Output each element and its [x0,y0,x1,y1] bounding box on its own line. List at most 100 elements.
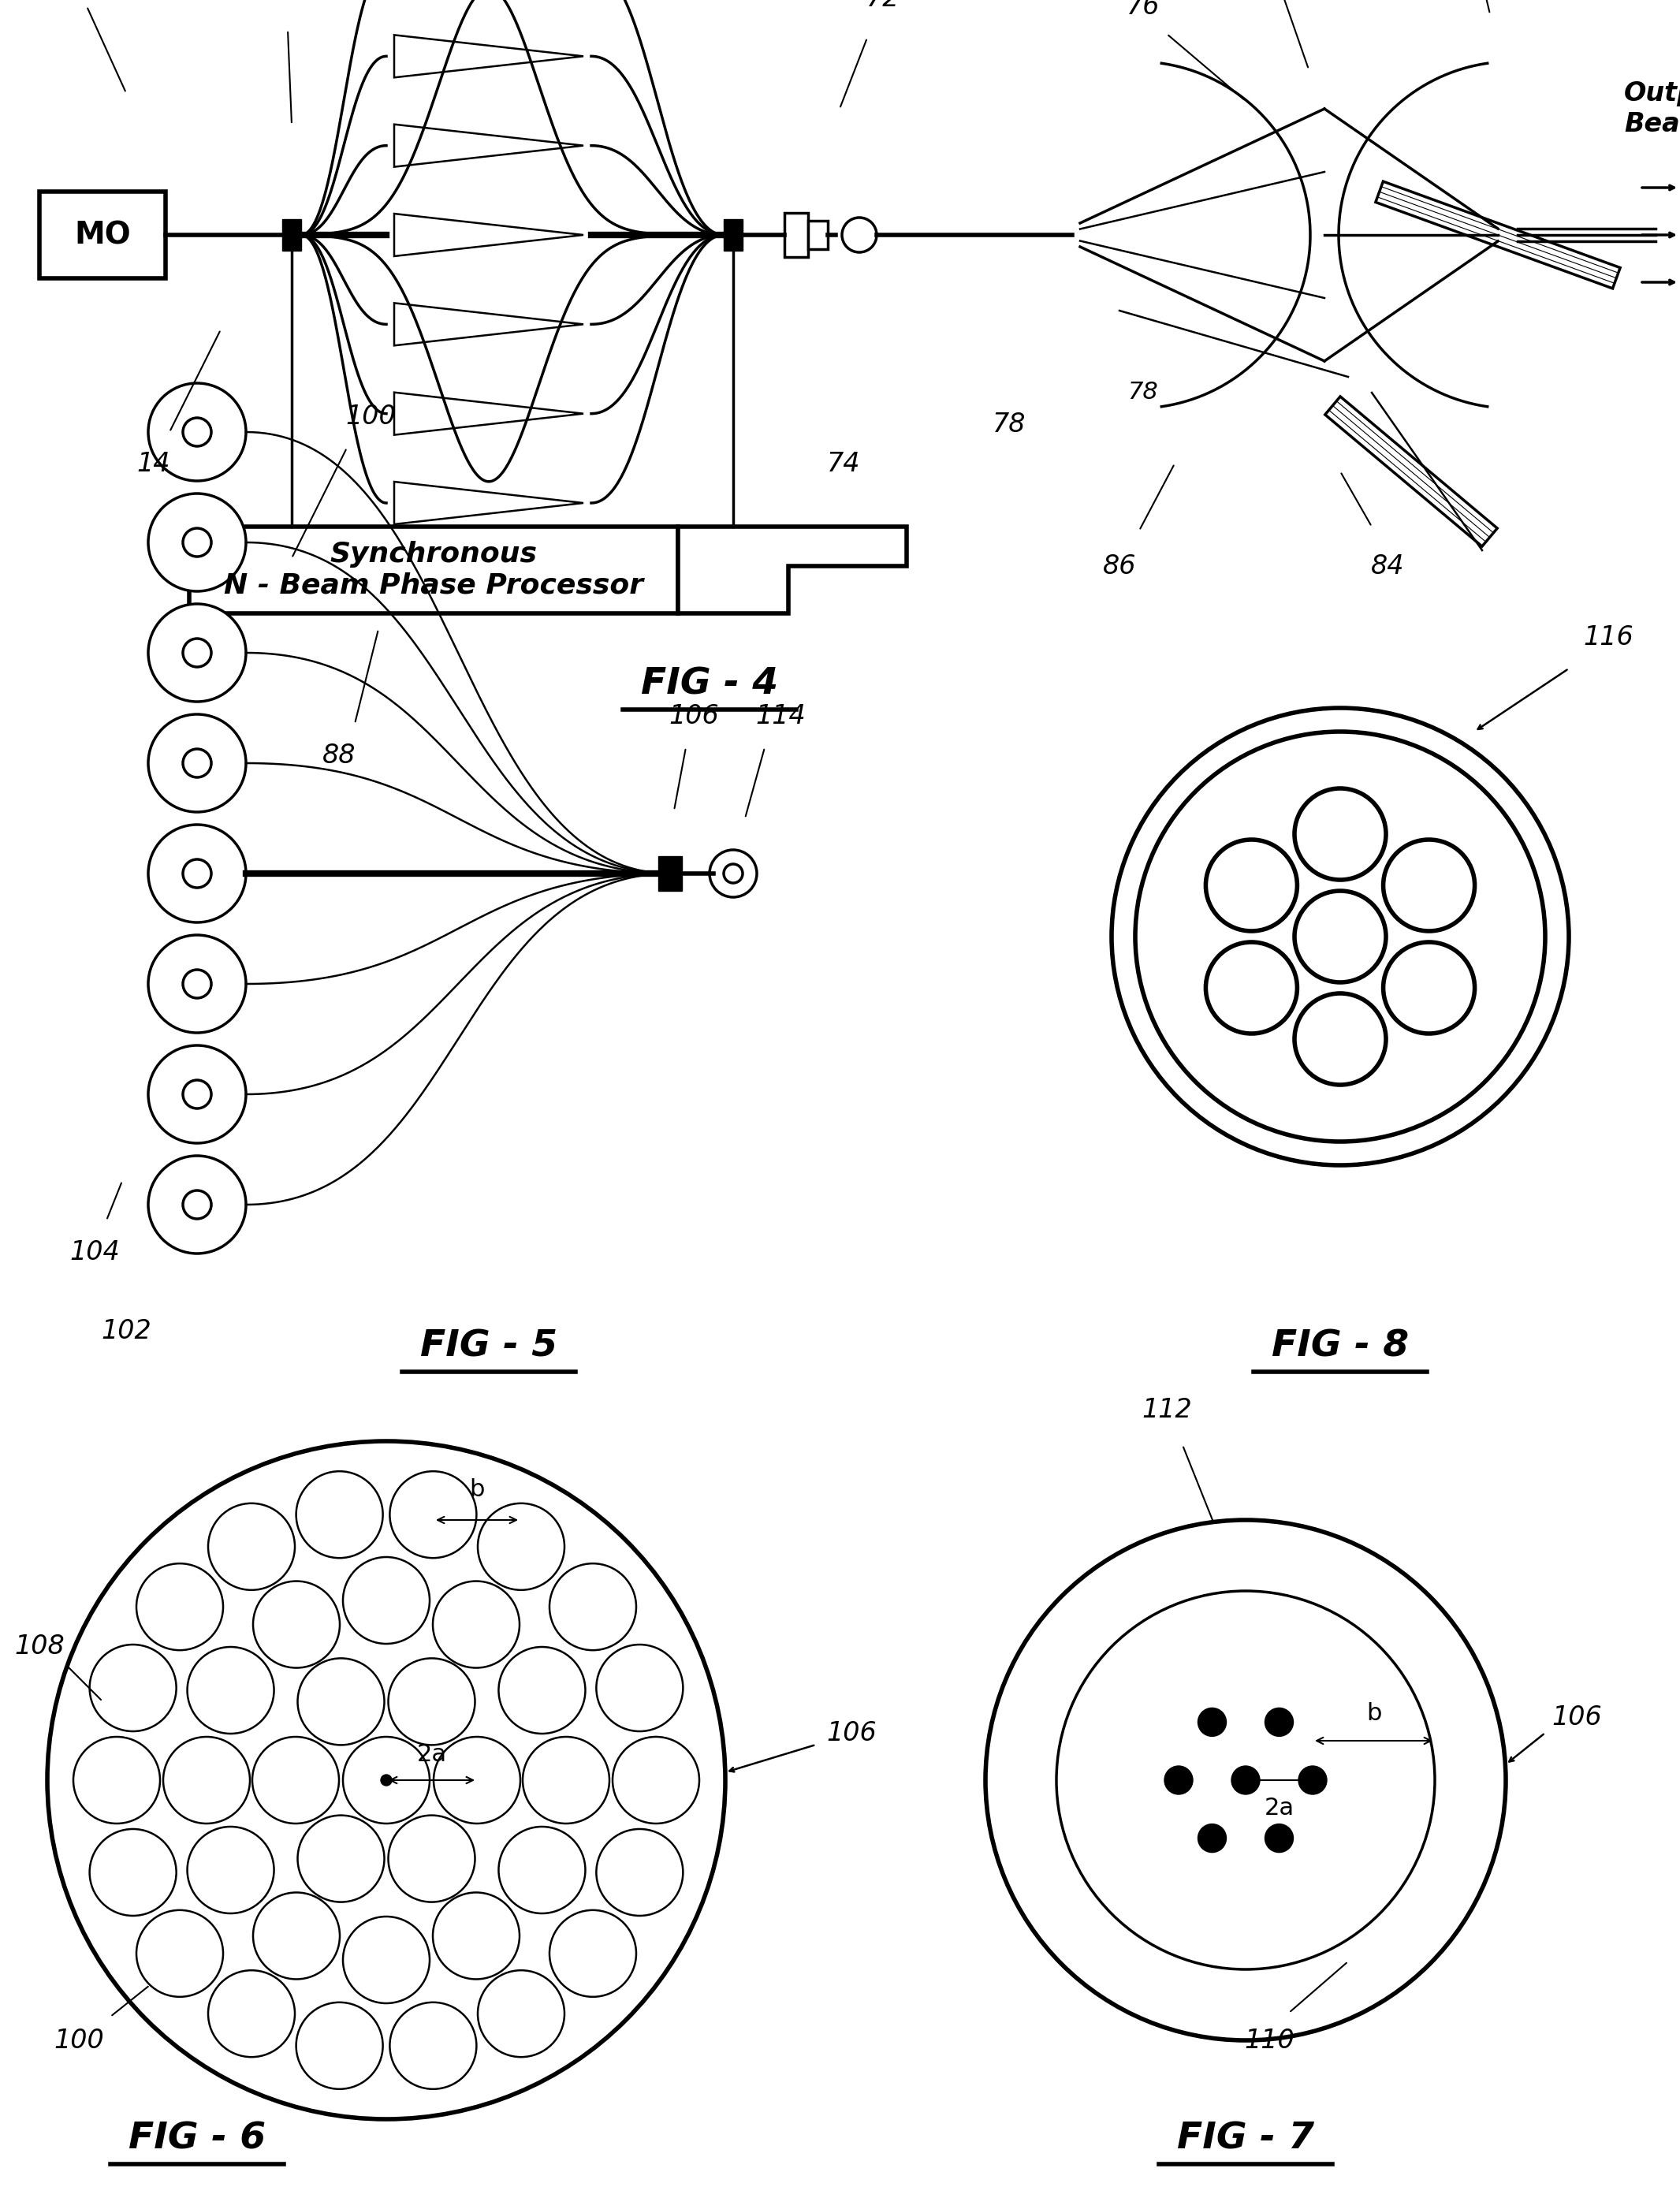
Polygon shape [395,35,583,77]
Bar [39,191,166,279]
Circle shape [208,1503,296,1589]
Text: 88: 88 [323,743,356,769]
Circle shape [136,1563,223,1651]
Circle shape [1164,1765,1193,1794]
Circle shape [596,1829,684,1917]
Circle shape [1206,840,1297,932]
Circle shape [477,1969,564,2057]
Circle shape [148,604,245,701]
Circle shape [433,1892,519,1978]
Circle shape [254,1580,339,1668]
Circle shape [381,1774,391,1785]
Circle shape [183,1191,212,1220]
Polygon shape [395,213,583,257]
Circle shape [549,1910,637,1996]
Text: 78: 78 [1127,380,1159,404]
Text: 102: 102 [101,1319,151,1343]
Circle shape [183,859,212,888]
Text: 14: 14 [138,451,170,477]
Circle shape [1136,732,1546,1141]
Circle shape [183,528,212,556]
Text: Synchronous
N - Beam Phase Processor: Synchronous N - Beam Phase Processor [223,541,643,598]
Text: FIG - 6: FIG - 6 [128,2121,265,2156]
Circle shape [136,1910,223,1996]
Circle shape [1383,943,1475,1033]
Circle shape [1057,1591,1435,1969]
Circle shape [709,851,756,897]
Circle shape [499,1646,585,1734]
Bar [190,528,679,613]
Circle shape [388,1657,475,1745]
Polygon shape [1376,182,1620,288]
Circle shape [433,1580,519,1668]
Text: 72: 72 [867,0,900,11]
Circle shape [148,1156,245,1253]
Circle shape [549,1563,637,1651]
Circle shape [1295,890,1386,983]
Circle shape [89,1644,176,1732]
Bar [808,220,828,248]
Text: FIG - 4: FIG - 4 [640,666,778,701]
Circle shape [1383,840,1475,932]
Text: 112: 112 [1142,1396,1191,1422]
Circle shape [388,1816,475,1901]
Text: 110: 110 [1245,2027,1294,2053]
Text: 2a: 2a [1263,1796,1294,1820]
Text: 108: 108 [15,1633,64,1659]
Circle shape [1295,789,1386,879]
Text: b: b [1366,1701,1381,1725]
Bar [724,220,743,251]
Circle shape [296,1470,383,1558]
Text: 76: 76 [1126,0,1159,20]
Circle shape [252,1736,339,1824]
Circle shape [390,1470,477,1558]
Circle shape [183,969,212,998]
Circle shape [1112,708,1569,1165]
Text: 78: 78 [993,411,1026,437]
Text: 84: 84 [1371,554,1404,578]
Circle shape [296,2002,383,2088]
Circle shape [148,382,245,481]
Text: b: b [469,1479,484,1501]
Text: 2a: 2a [417,1743,447,1767]
Circle shape [74,1736,160,1824]
Circle shape [183,418,212,446]
Circle shape [163,1736,250,1824]
Text: Output
Beam: Output Beam [1625,81,1680,136]
Polygon shape [395,303,583,345]
Polygon shape [395,125,583,167]
Circle shape [183,1079,212,1108]
Circle shape [297,1816,385,1901]
Text: 86: 86 [1102,554,1136,578]
Circle shape [208,1969,296,2057]
Circle shape [148,1046,245,1143]
Circle shape [522,1736,610,1824]
Circle shape [297,1657,385,1745]
Circle shape [1265,1824,1294,1853]
Text: 104: 104 [69,1240,119,1266]
Circle shape [986,1521,1505,2040]
Circle shape [343,1736,430,1824]
Text: 100: 100 [54,2027,104,2053]
Circle shape [842,218,877,253]
Circle shape [148,495,245,591]
Polygon shape [395,481,583,525]
Circle shape [343,1917,430,2002]
Circle shape [148,824,245,923]
Circle shape [343,1556,430,1644]
Circle shape [596,1644,684,1732]
Circle shape [1265,1708,1294,1736]
Bar [282,220,301,251]
Text: 106: 106 [669,703,719,730]
Polygon shape [679,528,907,613]
Text: FIG - 8: FIG - 8 [1272,1330,1410,1365]
Circle shape [1295,993,1386,1086]
Text: MO: MO [74,220,131,251]
Circle shape [254,1892,339,1978]
Circle shape [186,1827,274,1914]
Text: 116: 116 [1583,624,1633,651]
Circle shape [1206,943,1297,1033]
Circle shape [499,1827,585,1914]
Circle shape [186,1646,274,1734]
Circle shape [89,1829,176,1917]
